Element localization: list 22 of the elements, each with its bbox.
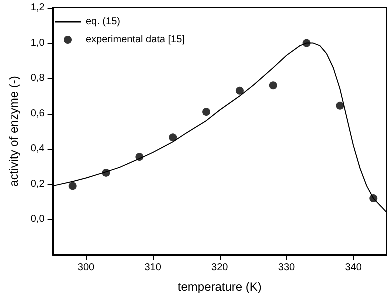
x-tick-label: 330 [278, 262, 296, 274]
legend-label: eq. (15) [86, 16, 120, 28]
point [236, 86, 244, 95]
point [269, 82, 278, 90]
x-tick-label: 300 [78, 262, 95, 274]
point [202, 108, 211, 116]
y-tick-label: 0,8 [30, 73, 46, 84]
point [336, 102, 344, 110]
y-tick-label: 0,4 [30, 144, 46, 155]
x-axis-title: temperature (K) [178, 280, 262, 294]
y-tick-label: 1,0 [30, 38, 46, 49]
point [169, 134, 178, 142]
y-tick-label: 0,0 [30, 214, 46, 226]
x-tick-label: 340 [345, 262, 362, 274]
x-tick-label: 320 [212, 262, 229, 274]
y-tick-label: 0,2 [30, 178, 46, 190]
x-tick-label: 310 [144, 262, 162, 274]
y-tick-label: 1,2 [30, 2, 46, 14]
legend-label: experimental data [15] [86, 34, 186, 46]
y-tick-label: 0,6 [30, 108, 46, 120]
point [68, 182, 77, 190]
y-axis-title: activity of enzyme (-) [7, 76, 21, 187]
